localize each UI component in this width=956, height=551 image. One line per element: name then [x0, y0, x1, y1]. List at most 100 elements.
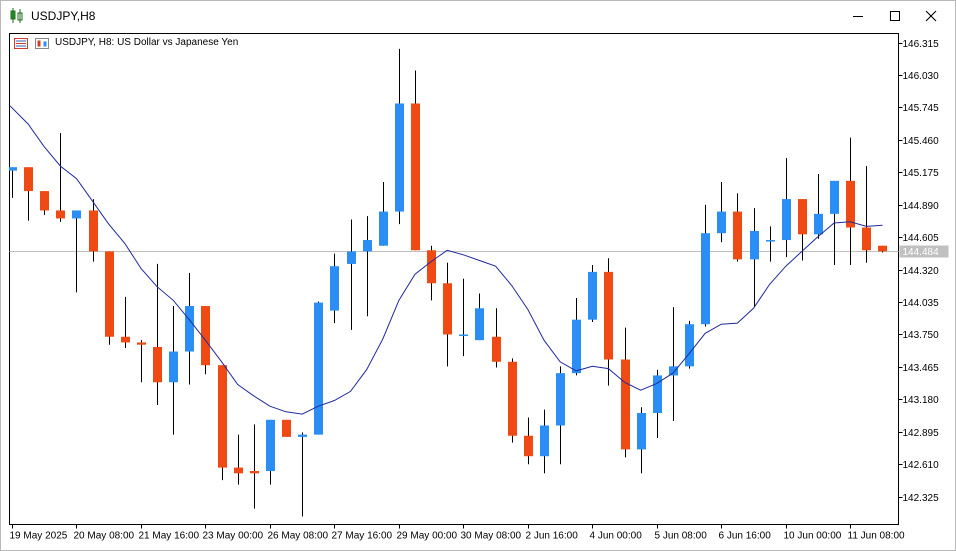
minimize-icon [853, 16, 863, 17]
current-price-label-bg [899, 245, 949, 258]
current-price-label: 144.484 [903, 247, 940, 258]
bull-candle-body [701, 233, 710, 325]
title-bar[interactable]: USDJPY,H8 [1, 1, 955, 31]
bull-candle-body [72, 210, 81, 219]
bear-candle-body [878, 245, 887, 252]
bear-candle-body [201, 306, 210, 366]
bear-candle-body [218, 365, 227, 468]
bull-candle-body [9, 167, 17, 171]
y-tick-label: 144.320 [903, 266, 940, 277]
bull-candle-body [750, 230, 759, 260]
bear-candle-body [508, 361, 517, 436]
x-tick-label: 27 May 16:00 [332, 531, 393, 542]
bear-candle-body [282, 419, 291, 437]
y-tick-label: 142.325 [903, 493, 940, 504]
close-icon [925, 10, 937, 22]
y-tick-label: 144.890 [903, 201, 940, 212]
bull-candle-body [717, 211, 726, 234]
bull-candle-body [653, 375, 662, 413]
x-tick-label: 20 May 08:00 [74, 531, 135, 542]
bull-candle-body [347, 251, 356, 264]
x-tick-label: 30 May 08:00 [461, 531, 522, 542]
bear-candle-body [846, 180, 855, 228]
y-tick-label: 145.745 [903, 103, 940, 114]
bull-candle-body [330, 266, 339, 311]
bear-candle-body [733, 211, 742, 260]
minimize-button[interactable] [841, 1, 875, 31]
plot-frame [9, 33, 899, 525]
maximize-button[interactable] [878, 1, 912, 31]
bull-candle-body [169, 351, 178, 383]
bull-candle-body [298, 434, 307, 437]
x-tick-label: 21 May 16:00 [139, 531, 200, 542]
chart-symbol-timeframe: USDJPY, H8: [55, 37, 115, 48]
bull-candle-body [475, 308, 484, 341]
y-tick-label: 144.035 [903, 298, 940, 309]
x-tick-label: 2 Jun 16:00 [526, 531, 579, 542]
y-tick-label: 146.315 [903, 39, 940, 50]
x-tick-label: 11 Jun 08:00 [848, 531, 906, 542]
bear-candle-body [250, 471, 259, 474]
y-tick-label: 143.465 [903, 363, 940, 374]
y-tick-label: 146.030 [903, 71, 940, 82]
bull-candle-body [830, 180, 839, 214]
bear-candle-body [492, 336, 501, 362]
moving-average-line [9, 105, 883, 415]
y-tick-label: 142.610 [903, 460, 940, 471]
y-tick-label: 145.460 [903, 136, 940, 147]
y-tick-label: 144.605 [903, 233, 940, 244]
bull-candle-body [814, 213, 823, 235]
y-tick-label: 142.895 [903, 428, 940, 439]
bull-candle-body [363, 240, 372, 252]
bull-candle-body [556, 373, 565, 426]
y-tick-label: 143.750 [903, 330, 940, 341]
bear-candle-body [234, 467, 243, 474]
x-tick-label: 4 Jun 00:00 [590, 531, 643, 542]
bull-candle-body [314, 302, 323, 435]
x-tick-label: 29 May 00:00 [397, 531, 458, 542]
bull-candle-body [766, 240, 775, 242]
maximize-icon [890, 11, 900, 21]
bear-candle-body [24, 167, 33, 192]
bear-candle-body [137, 342, 146, 345]
bear-candle-body [89, 210, 98, 252]
bear-candle-body [56, 210, 65, 219]
window-title: USDJPY,H8 [31, 9, 96, 23]
x-tick-label: 26 May 08:00 [268, 531, 329, 542]
bear-candle-body [121, 336, 130, 343]
bull-candle-body [266, 419, 275, 472]
bear-candle-body [40, 191, 49, 211]
chart-area[interactable]: 146.315 146.030 145.745 145.460 145.175 144.8… [9, 33, 949, 543]
bull-candle-body [669, 366, 678, 376]
candlestick-chart[interactable]: 146.315 146.030 145.745 145.460 145.175 144.8… [9, 33, 949, 543]
candlestick-app-icon [10, 8, 23, 23]
x-tick-label: 6 Jun 16:00 [719, 531, 772, 542]
x-tick-label: 5 Jun 08:00 [655, 531, 708, 542]
chart-type-icon[interactable] [35, 38, 49, 49]
bear-candle-body [862, 227, 871, 251]
y-tick-label: 145.175 [903, 168, 940, 179]
bull-candle-body [395, 103, 404, 212]
chart-description: US Dollar vs Japanese Yen [117, 37, 239, 48]
x-tick-label: 23 May 00:00 [203, 531, 264, 542]
y-tick-label: 143.180 [903, 395, 940, 406]
bear-candle-body [798, 199, 807, 235]
x-tick-label: 10 Jun 00:00 [784, 531, 842, 542]
bear-candle-body [604, 271, 613, 360]
bull-candle-body [459, 334, 468, 336]
bear-candle-body [443, 283, 452, 335]
data-window-icon[interactable] [14, 38, 28, 49]
bull-candle-body [379, 211, 388, 246]
bear-candle-body [427, 250, 436, 284]
bear-candle-body [621, 359, 630, 450]
chart-header: USDJPY, H8: US Dollar vs Japanese Yen [55, 37, 238, 48]
bull-candle-body [572, 319, 581, 374]
bear-candle-body [105, 251, 114, 337]
close-button[interactable] [914, 1, 948, 31]
bear-candle-body [524, 435, 533, 457]
bear-candle-body [411, 103, 420, 251]
bull-candle-body [185, 306, 194, 352]
bull-candle-body [637, 412, 646, 450]
bull-candle-body [540, 425, 549, 457]
